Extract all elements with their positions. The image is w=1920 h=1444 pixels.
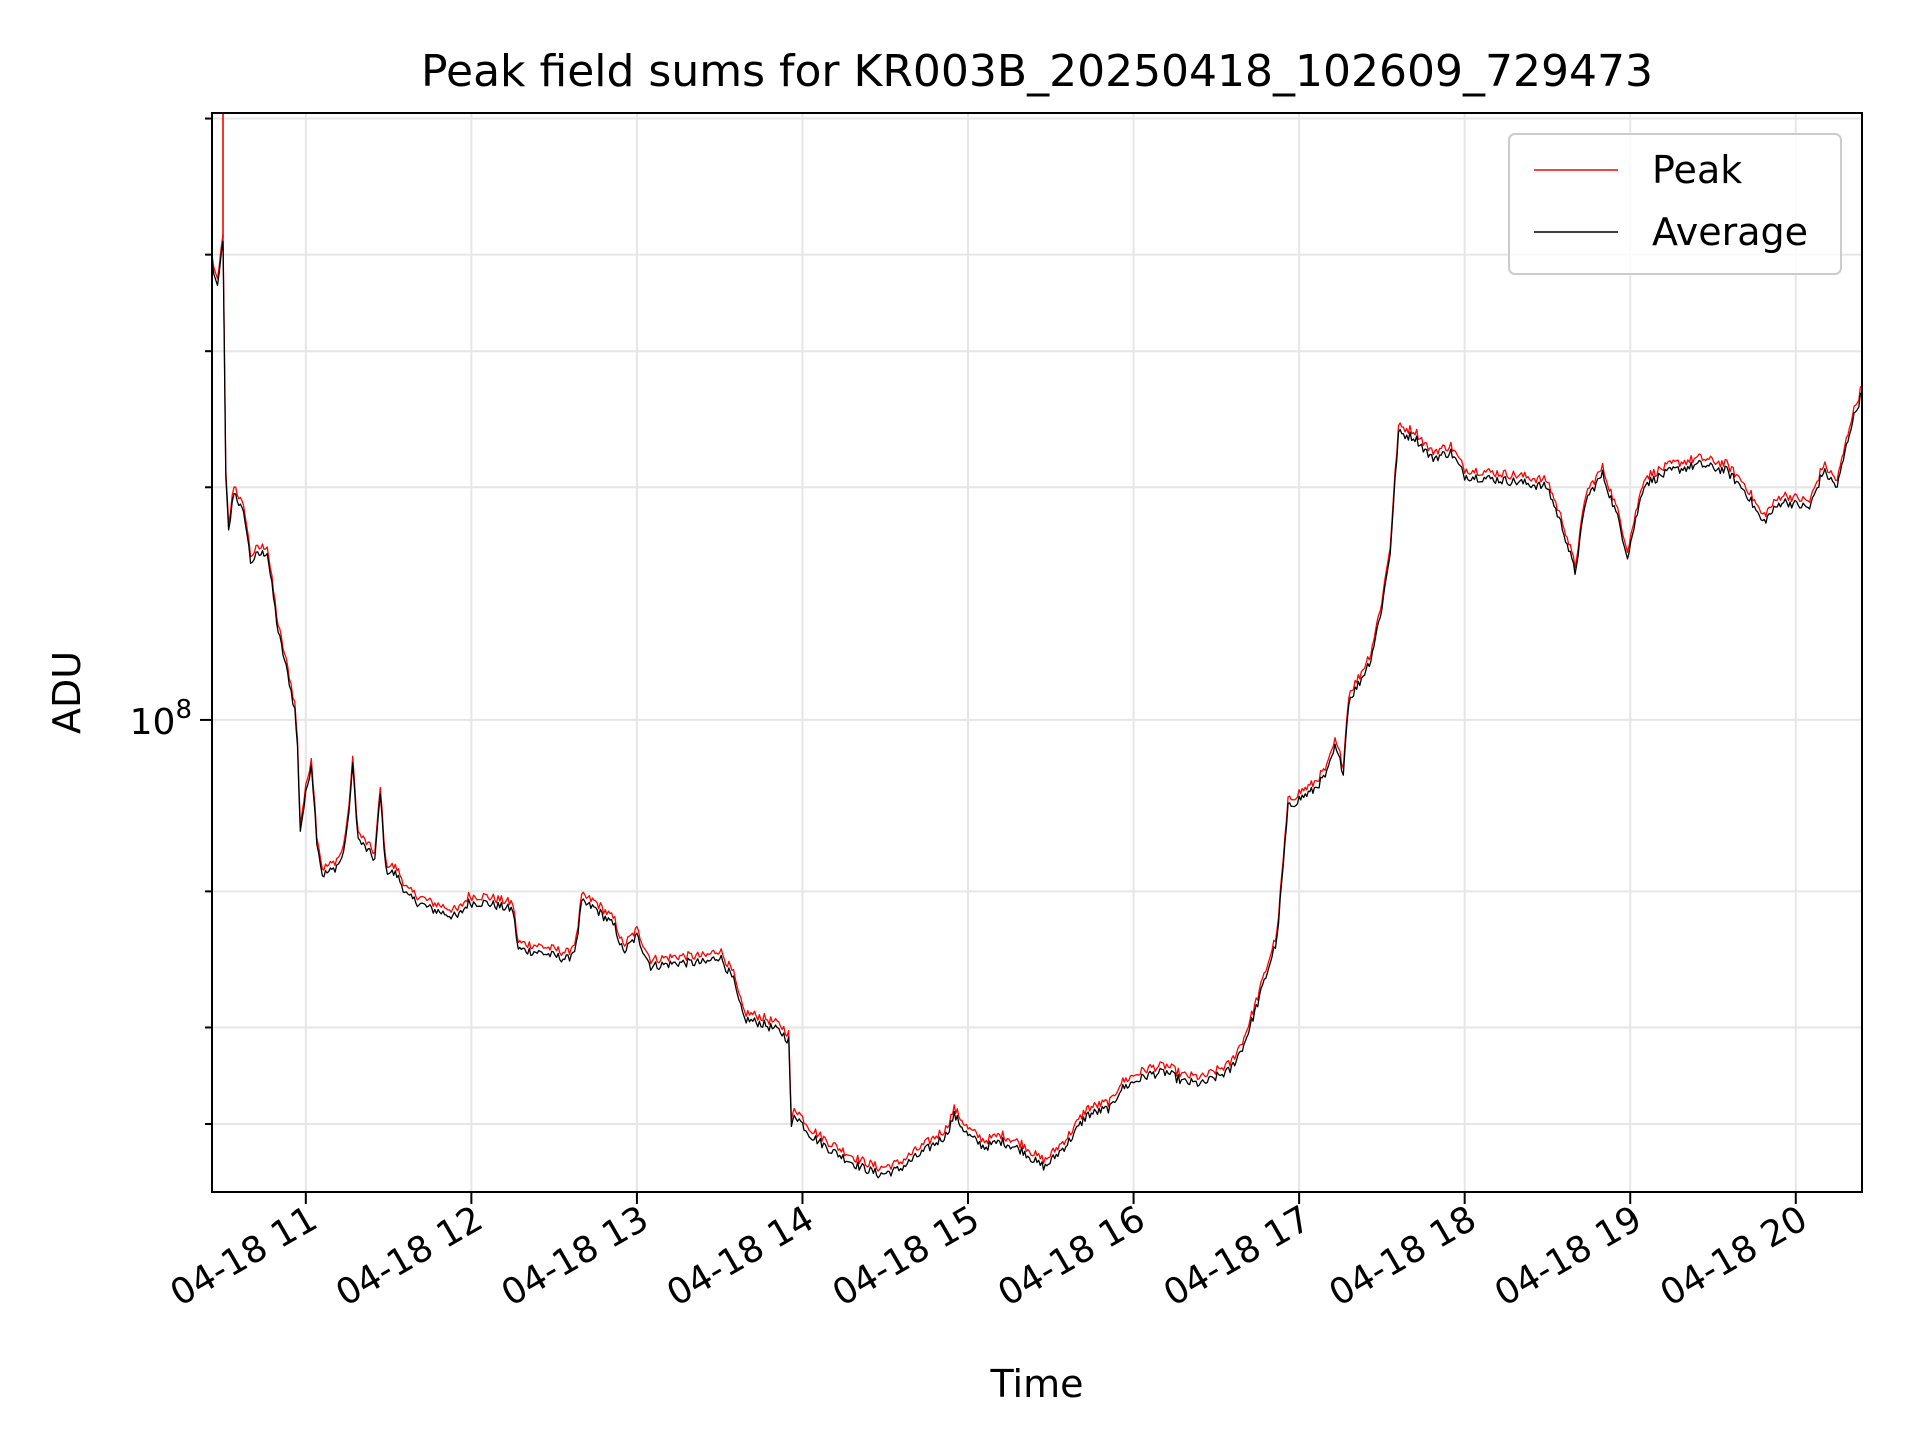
legend-box [1508, 133, 1842, 275]
legend-label-peak: Peak [1652, 148, 1742, 192]
grid [212, 113, 1862, 1192]
peak-series-line [211, 233, 1863, 1172]
y-axis-label: ADU [45, 651, 89, 734]
legend: Peak Average [1508, 133, 1842, 275]
x-axis-label: Time [990, 1362, 1084, 1406]
plot-frame [211, 112, 1863, 1193]
chart-title: Peak field sums for KR003B_20250418_1026… [421, 46, 1653, 97]
y-tick-label: 108 [130, 695, 192, 743]
legend-label-average: Average [1652, 210, 1808, 254]
average-series-line [211, 240, 1863, 1179]
